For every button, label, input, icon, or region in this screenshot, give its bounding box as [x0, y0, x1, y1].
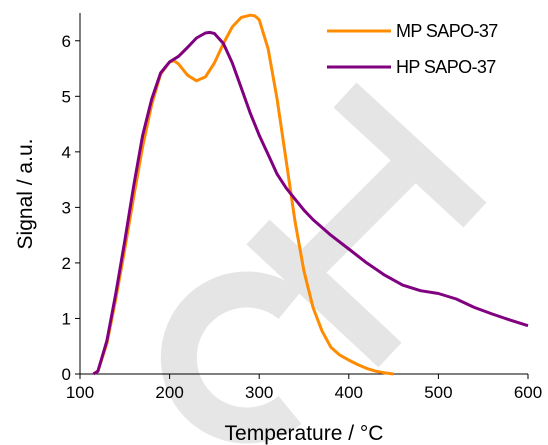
watermark: [160, 82, 487, 444]
y-axis-title: Signal / a.u.: [14, 139, 37, 250]
x-tick-label: 600: [514, 383, 542, 402]
y-tick-label: 6: [62, 32, 71, 51]
series-line-hp-sapo-37: [92, 30, 529, 376]
watermark-letter-h-right: [333, 82, 487, 228]
legend: MP SAPO-37 HP SAPO-37: [327, 21, 499, 77]
y-tick-label: 2: [62, 254, 71, 273]
legend-label-hp: HP SAPO-37: [396, 57, 496, 77]
legend-label-mp: MP SAPO-37: [396, 21, 498, 41]
y-ticks: 0 1 2 3 4 5 6: [62, 32, 80, 384]
axes: [79, 13, 528, 375]
x-tick-label: 400: [335, 383, 363, 402]
x-axis-title: Temperature / °C: [225, 422, 384, 445]
watermark-letter-h-left: [246, 219, 402, 368]
y-tick-label: 4: [62, 143, 71, 162]
y-tick-label: 5: [62, 87, 71, 106]
y-tick-label: 0: [62, 365, 71, 384]
series-line-mp-sapo-37: [92, 13, 394, 376]
x-tick-label: 200: [155, 383, 183, 402]
y-tick-label: 3: [62, 198, 71, 217]
x-tick-label: 500: [424, 383, 452, 402]
series-layer: [92, 13, 529, 376]
x-tick-label: 100: [66, 383, 94, 402]
x-ticks: 100 200 300 400 500 600: [66, 374, 542, 402]
y-tick-label: 1: [62, 309, 71, 328]
x-tick-label: 300: [245, 383, 273, 402]
watermark-letter-h-bar: [287, 142, 433, 288]
watermark-letter-c: [160, 271, 302, 444]
